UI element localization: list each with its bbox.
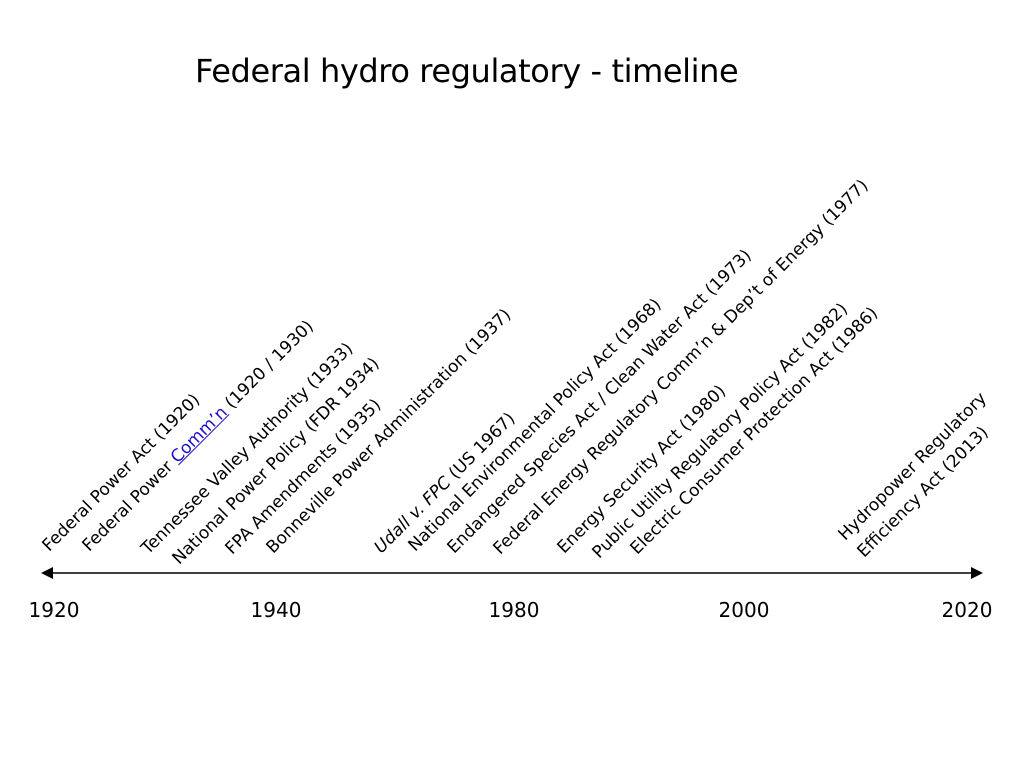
page-title: Federal hydro regulatory - timeline — [195, 52, 739, 90]
tick-label-1920: 1920 — [28, 598, 80, 622]
left-arrowhead-icon — [41, 567, 53, 579]
tick-label-1940: 1940 — [250, 598, 302, 622]
tick-label-2020: 2020 — [941, 598, 993, 622]
tick-label-1980: 1980 — [488, 598, 540, 622]
right-arrowhead-icon — [971, 567, 983, 579]
tick-label-2000: 2000 — [718, 598, 770, 622]
